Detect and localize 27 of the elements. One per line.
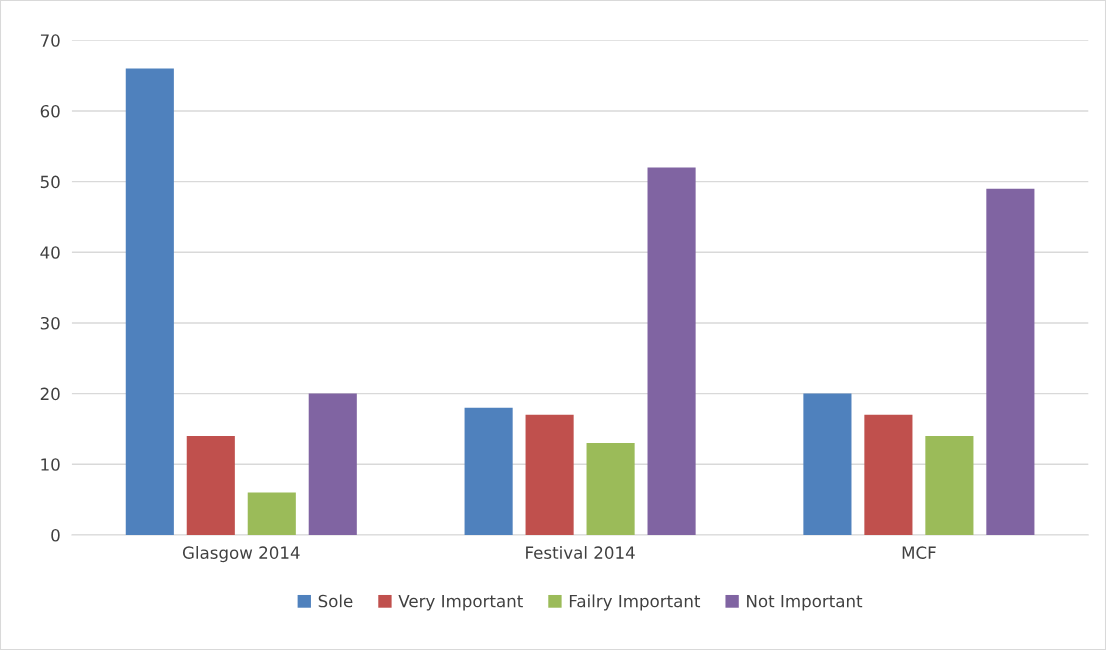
legend-label: Sole — [318, 594, 353, 608]
bar — [125, 68, 174, 535]
x-tick-label: Glasgow 2014 — [182, 546, 300, 563]
bar — [247, 492, 296, 535]
x-tick-label: MCF — [902, 546, 936, 559]
legend-label: Very Important — [398, 594, 523, 611]
legend-label: Failry Important — [569, 594, 701, 611]
y-tick-label: 30 — [40, 316, 60, 330]
y-tick-label: 50 — [40, 175, 60, 189]
bar — [803, 393, 852, 535]
bar — [647, 167, 696, 535]
y-tick-label: 20 — [40, 387, 60, 401]
bar — [464, 407, 513, 535]
y-tick-label: 70 — [40, 34, 60, 47]
bar — [586, 443, 635, 535]
y-tick-label: 60 — [40, 104, 60, 118]
bar — [864, 414, 913, 535]
bar — [308, 393, 357, 535]
legend-label: Not Important — [747, 594, 863, 611]
bar — [925, 436, 974, 535]
x-tick-label: Festival 2014 — [526, 546, 635, 559]
bar — [186, 436, 235, 535]
bar — [525, 414, 574, 535]
y-tick-label: 40 — [40, 246, 60, 259]
bar — [986, 188, 1035, 535]
y-tick-label: 10 — [41, 458, 60, 471]
y-tick-label: 0 — [51, 528, 60, 542]
